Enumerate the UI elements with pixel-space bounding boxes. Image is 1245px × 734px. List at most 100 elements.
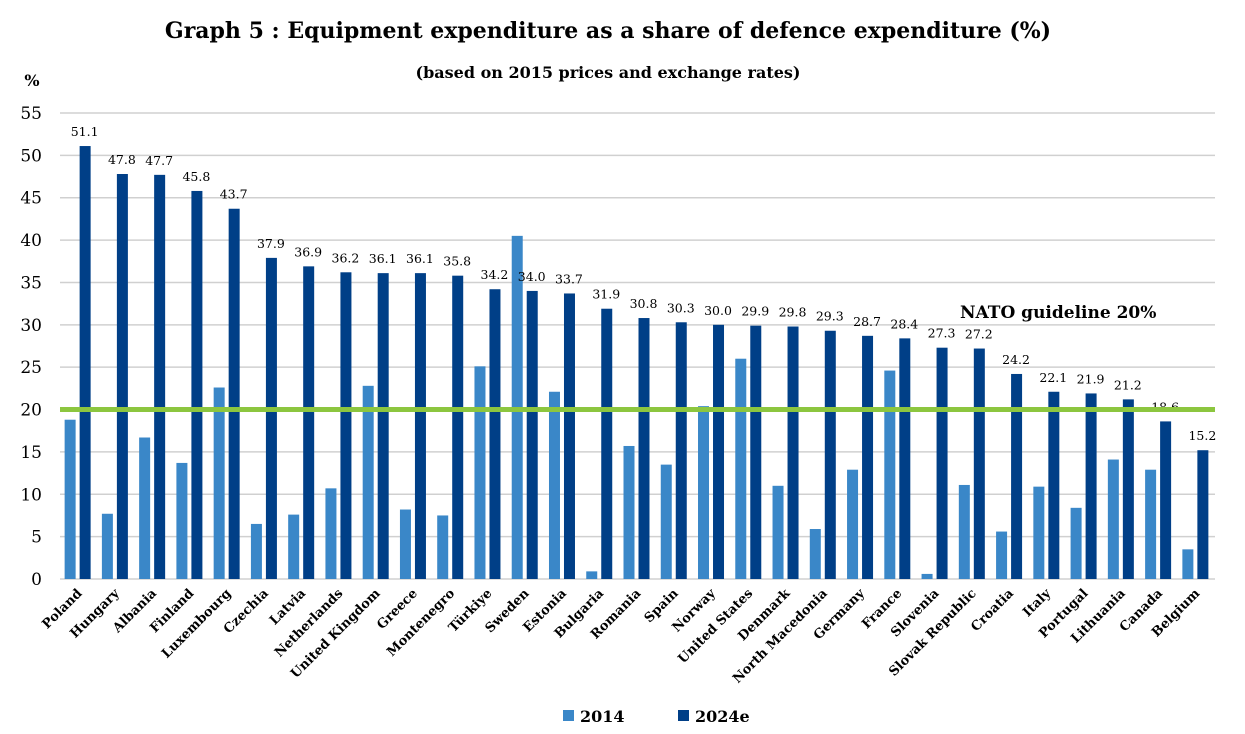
bar-2024e: [824, 330, 836, 579]
y-tick-label: 30: [20, 316, 42, 336]
y-tick-label: 55: [20, 104, 42, 124]
bar-2014: [325, 488, 337, 579]
legend-swatch-2014: [563, 710, 574, 721]
bar-2024e: [191, 190, 203, 579]
chart-subtitle: (based on 2015 prices and exchange rates…: [416, 63, 801, 82]
bar-2014: [586, 571, 598, 579]
bar-2024e: [154, 174, 166, 580]
bar-2024e: [675, 322, 687, 579]
y-axis-label: %: [24, 71, 39, 90]
data-label-2024e: 29.8: [779, 305, 807, 320]
data-label-2024e: 47.7: [145, 153, 173, 168]
bar-2014: [809, 529, 821, 579]
bar-2024e: [713, 324, 725, 579]
bar-2014: [474, 366, 486, 579]
bar-2014: [958, 484, 970, 579]
data-label-2024e: 15.2: [1188, 428, 1216, 443]
bar-2024e: [638, 318, 650, 579]
data-label-2024e: 36.9: [294, 244, 322, 259]
chart-title: Graph 5 : Equipment expenditure as a sha…: [165, 18, 1051, 44]
bar-2024e: [377, 273, 389, 579]
bar-2024e: [787, 326, 799, 579]
data-label-2024e: 36.1: [406, 251, 434, 266]
legend-label-2014: 2014: [580, 707, 625, 726]
data-label-2024e: 36.1: [369, 251, 397, 266]
bar-2014: [623, 445, 635, 579]
data-label-2024e: 51.1: [71, 124, 99, 139]
data-label-2024e: 31.9: [592, 287, 620, 302]
data-label-2024e: 27.2: [965, 327, 993, 342]
bar-2014: [735, 358, 747, 579]
legend: 2014 2024e: [563, 707, 750, 726]
data-label-2024e: 30.8: [630, 296, 658, 311]
bar-2024e: [1011, 373, 1023, 579]
bar-2014: [362, 385, 374, 579]
bar-2024e: [79, 146, 91, 579]
nato-guideline-label: NATO guideline 20%: [960, 303, 1156, 323]
y-tick-label: 45: [20, 189, 42, 209]
data-label-2024e: 18.6: [1151, 399, 1179, 414]
data-label-2024e: 21.9: [1077, 371, 1105, 386]
bar-2014: [772, 485, 784, 579]
data-label-2024e: 28.7: [853, 314, 881, 329]
bar-2024e: [303, 266, 315, 579]
data-label-2024e: 43.7: [220, 187, 248, 202]
bar-2024e: [265, 257, 277, 579]
bar-2024e: [340, 272, 352, 579]
bar-2014: [847, 469, 859, 579]
data-label-2024e: 34.0: [518, 269, 546, 284]
bar-2014: [437, 515, 449, 579]
bar-2014: [288, 514, 300, 579]
data-label-2024e: 30.3: [667, 300, 695, 315]
bar-2014: [996, 531, 1008, 579]
bar-2024e: [1197, 450, 1209, 579]
y-tick-label: 20: [20, 401, 42, 421]
bar-2014: [921, 573, 933, 579]
data-label-2024e: 21.2: [1114, 377, 1142, 392]
bar-2014: [64, 419, 76, 579]
bar-2024e: [601, 308, 613, 579]
data-label-2024e: 29.9: [741, 304, 769, 319]
data-label-2024e: 47.8: [108, 152, 136, 167]
y-tick-label: 0: [31, 570, 42, 590]
y-tick-label: 25: [20, 358, 42, 378]
data-label-2024e: 24.2: [1002, 352, 1030, 367]
legend-swatch-2024e: [678, 710, 689, 721]
bar-2024e: [116, 174, 128, 579]
bar-2024e: [862, 335, 874, 579]
y-tick-label: 40: [20, 231, 42, 251]
bar-2024e: [1085, 393, 1097, 579]
bar-2014: [1033, 486, 1045, 579]
bar-2024e: [1048, 391, 1060, 579]
y-tick-label: 50: [20, 146, 42, 166]
bar-2024e: [936, 347, 948, 579]
data-label-2024e: 28.4: [890, 316, 918, 331]
bar-2024e: [414, 273, 426, 579]
bar-2014: [1070, 507, 1082, 579]
legend-label-2024e: 2024e: [695, 707, 750, 726]
data-label-2024e: 27.3: [928, 326, 956, 341]
data-label-2024e: 35.8: [443, 254, 471, 269]
bar-2024e: [1160, 421, 1172, 579]
bar-2014: [1145, 469, 1157, 579]
bar-2014: [1182, 549, 1194, 579]
bar-2014: [250, 523, 262, 579]
y-tick-label: 10: [20, 485, 42, 505]
data-label-2024e: 30.0: [704, 303, 732, 318]
y-tick-label: 15: [20, 443, 42, 463]
bar-2024e: [526, 290, 538, 579]
data-label-2024e: 37.9: [257, 236, 285, 251]
y-tick-label: 35: [20, 273, 42, 293]
bar-2024e: [452, 275, 464, 579]
bar-2014: [399, 509, 411, 579]
y-tick-label: 5: [31, 528, 42, 548]
data-label-2024e: 36.2: [332, 250, 360, 265]
data-label-2024e: 33.7: [555, 271, 583, 286]
data-label-2024e: 22.1: [1039, 370, 1067, 385]
data-label-2024e: 29.3: [816, 309, 844, 324]
bar-2024e: [1122, 399, 1134, 579]
bar-2024e: [973, 348, 985, 579]
bar-2014: [101, 513, 113, 579]
bar-2024e: [563, 293, 575, 579]
